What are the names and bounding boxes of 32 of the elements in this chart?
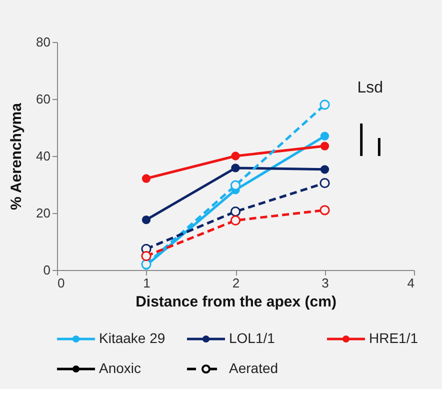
y-axis-title: % Aerenchyma: [8, 102, 26, 210]
legend-label: Anoxic: [99, 360, 142, 376]
point: [142, 174, 151, 183]
point: [320, 165, 330, 174]
point: [320, 205, 330, 216]
legend-label: LOL1/1: [229, 330, 276, 346]
x-tick-label: 2: [232, 276, 240, 290]
x-tick-label: 3: [322, 276, 329, 290]
point: [320, 100, 330, 110]
x-axis-title: Distance from the apex (cm): [136, 294, 336, 310]
point: [141, 250, 152, 262]
point: [230, 206, 241, 217]
point: [230, 215, 241, 226]
point: [320, 132, 330, 140]
x-tick-label: 4: [407, 276, 414, 290]
x-tick-label: 1: [143, 276, 150, 290]
legend-label: Aerated: [229, 360, 278, 376]
point: [230, 180, 241, 190]
point: [320, 178, 330, 188]
annotation: Lsd: [357, 80, 383, 97]
x-tick-label: 0: [58, 276, 65, 290]
point: [142, 216, 151, 224]
point: [320, 142, 330, 150]
point: [231, 152, 240, 160]
y-tick-label: 20: [36, 206, 50, 220]
y-tick-label: 40: [36, 148, 50, 164]
legend-label: HRE1/1: [369, 330, 418, 346]
y-tick-label: 60: [36, 92, 50, 106]
legend-label: Kitaake 29: [99, 330, 166, 346]
y-tick-label: 0: [43, 262, 50, 278]
y-tick-label: 80: [36, 34, 50, 50]
point: [231, 164, 240, 172]
